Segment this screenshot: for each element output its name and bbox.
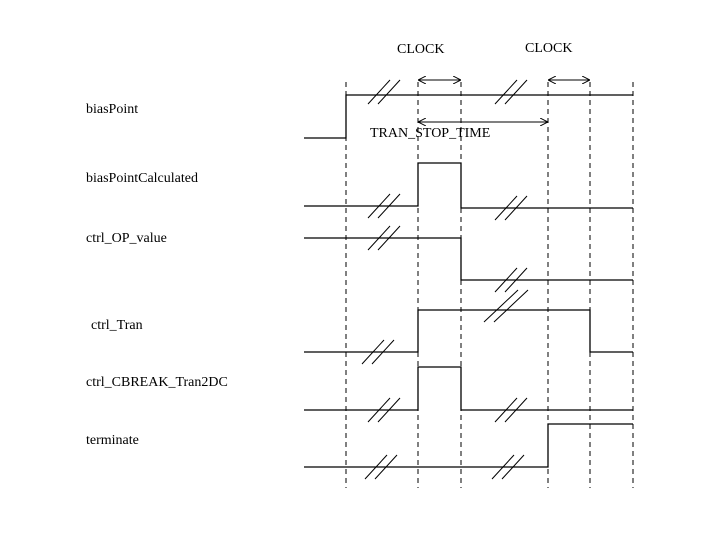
signal-label-biaspoint: biasPoint (86, 102, 139, 117)
break-mark (367, 79, 391, 105)
break-mark (367, 193, 391, 219)
waveform-biaspoint (304, 94, 633, 139)
clock-gridlines (345, 82, 634, 488)
break-mark (504, 397, 528, 423)
break-mark (501, 454, 525, 480)
break-mark (371, 339, 395, 365)
clock-label-left: CLOCK (397, 42, 445, 57)
break-mark (494, 79, 518, 105)
signal-label-ctrl-cbreak-tran2dc: ctrl_CBREAK_Tran2DC (86, 375, 228, 390)
break-mark (494, 397, 518, 423)
break-mark (364, 454, 388, 480)
break-mark (377, 225, 401, 251)
waveform-ctrl-cbreak-tran2dc (304, 366, 633, 411)
break-mark (504, 267, 528, 293)
waveform-terminate (304, 423, 633, 468)
break-mark (504, 79, 528, 105)
break-mark (491, 454, 515, 480)
break-mark (377, 397, 401, 423)
break-mark (504, 195, 528, 221)
break-mark (493, 289, 529, 323)
break-mark (374, 454, 398, 480)
break-mark (494, 267, 518, 293)
signal-label-ctrl-tran: ctrl_Tran (91, 318, 143, 333)
break-marks (361, 79, 529, 480)
waveform-ctrl-tran (304, 309, 633, 353)
break-mark (483, 289, 519, 323)
waveforms (304, 94, 633, 468)
signal-label-biaspointcalculated: biasPointCalculated (86, 171, 198, 186)
signal-label-terminate: terminate (86, 433, 139, 448)
break-mark (367, 225, 391, 251)
clock-label-right: CLOCK (525, 41, 573, 56)
break-mark (377, 193, 401, 219)
waveform-biaspointcalculated (304, 162, 633, 209)
clock-arrows (419, 80, 589, 122)
signal-label-ctrl-op-value: ctrl_OP_value (86, 231, 167, 246)
break-mark (494, 195, 518, 221)
break-mark (377, 79, 401, 105)
break-mark (361, 339, 385, 365)
break-mark (367, 397, 391, 423)
waveform-ctrl-op-value (304, 237, 633, 281)
tran-stop-time-label: TRAN_STOP_TIME (370, 126, 491, 141)
